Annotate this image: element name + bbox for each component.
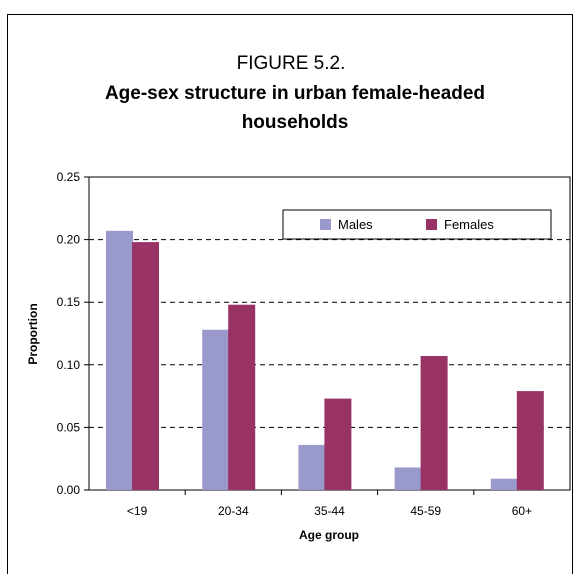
- x-axis: <19 20-34 35-44 45-59 60+: [127, 490, 532, 518]
- bar-males-2: [298, 444, 326, 490]
- bar-males-0: [106, 230, 133, 490]
- figure-title: Age-sex structure in urban female-headed…: [104, 83, 486, 133]
- y-tick-label: 0.20: [57, 233, 81, 247]
- y-tick-label: 0.10: [57, 358, 81, 372]
- x-tick-label: 35-44: [314, 504, 345, 518]
- bar-females-0: [132, 242, 159, 490]
- legend-swatch-males: [320, 219, 331, 230]
- bar-males-3: [394, 467, 422, 490]
- figure-label: FIGURE 5.2.: [236, 53, 346, 74]
- x-tick-label: <19: [127, 504, 148, 518]
- bar-females-4: [516, 391, 544, 490]
- legend-label-females: Females: [444, 217, 494, 232]
- x-tick-label: 60+: [512, 504, 532, 518]
- y-axis: 0.00 0.05 0.10 0.15 0.20 0.25: [57, 170, 89, 497]
- legend-label-males: Males: [338, 217, 373, 232]
- y-axis-title: Proportion: [26, 303, 40, 364]
- x-tick-label: 20-34: [218, 504, 249, 518]
- figure-frame: [7, 14, 573, 574]
- grid-lines: [89, 239, 570, 428]
- legend-swatch-females: [426, 219, 437, 230]
- bar-females-1: [228, 304, 256, 490]
- y-tick-label: 0.15: [57, 295, 81, 309]
- legend: Males Females: [282, 209, 552, 240]
- bar-males-4: [490, 478, 518, 490]
- bar-males-1: [202, 329, 230, 490]
- y-tick-label: 0.25: [57, 170, 81, 184]
- x-tick-label: 45-59: [410, 504, 441, 518]
- bar-females-2: [324, 398, 352, 490]
- y-tick-label: 0.00: [57, 483, 81, 497]
- x-axis-title: Age group: [299, 528, 359, 542]
- bar-females-3: [420, 356, 448, 490]
- bars: [106, 230, 544, 490]
- y-tick-label: 0.05: [57, 420, 81, 434]
